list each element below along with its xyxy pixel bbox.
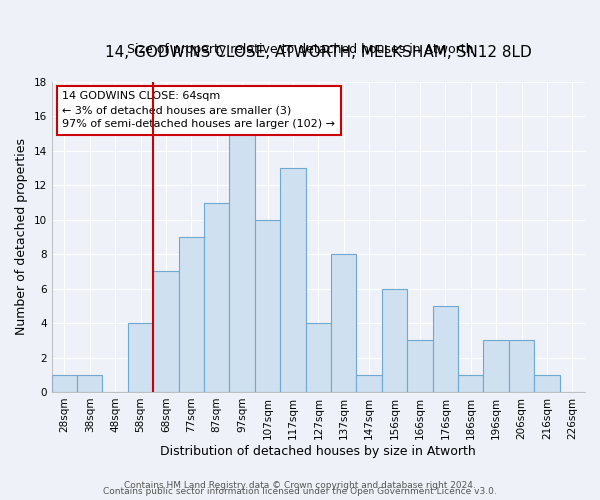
Text: 14 GODWINS CLOSE: 64sqm
← 3% of detached houses are smaller (3)
97% of semi-deta: 14 GODWINS CLOSE: 64sqm ← 3% of detached…	[62, 92, 335, 130]
Bar	[229, 134, 255, 392]
X-axis label: Distribution of detached houses by size in Atworth: Distribution of detached houses by size …	[160, 444, 476, 458]
Bar	[179, 237, 204, 392]
Bar	[255, 220, 280, 392]
Bar	[433, 306, 458, 392]
Bar	[534, 374, 560, 392]
Bar	[509, 340, 534, 392]
Bar	[52, 374, 77, 392]
Title: 14, GODWINS CLOSE, ATWORTH, MELKSHAM, SN12 8LD: 14, GODWINS CLOSE, ATWORTH, MELKSHAM, SN…	[105, 45, 532, 60]
Y-axis label: Number of detached properties: Number of detached properties	[15, 138, 28, 336]
Text: Size of property relative to detached houses in Atworth: Size of property relative to detached ho…	[127, 42, 473, 56]
Bar	[280, 168, 305, 392]
Bar	[204, 202, 229, 392]
Bar	[77, 374, 103, 392]
Bar	[407, 340, 433, 392]
Bar	[382, 288, 407, 392]
Bar	[458, 374, 484, 392]
Text: Contains HM Land Registry data © Crown copyright and database right 2024.: Contains HM Land Registry data © Crown c…	[124, 481, 476, 490]
Text: Contains public sector information licensed under the Open Government Licence v3: Contains public sector information licen…	[103, 487, 497, 496]
Bar	[331, 254, 356, 392]
Bar	[153, 272, 179, 392]
Bar	[128, 323, 153, 392]
Bar	[305, 323, 331, 392]
Bar	[356, 374, 382, 392]
Bar	[484, 340, 509, 392]
